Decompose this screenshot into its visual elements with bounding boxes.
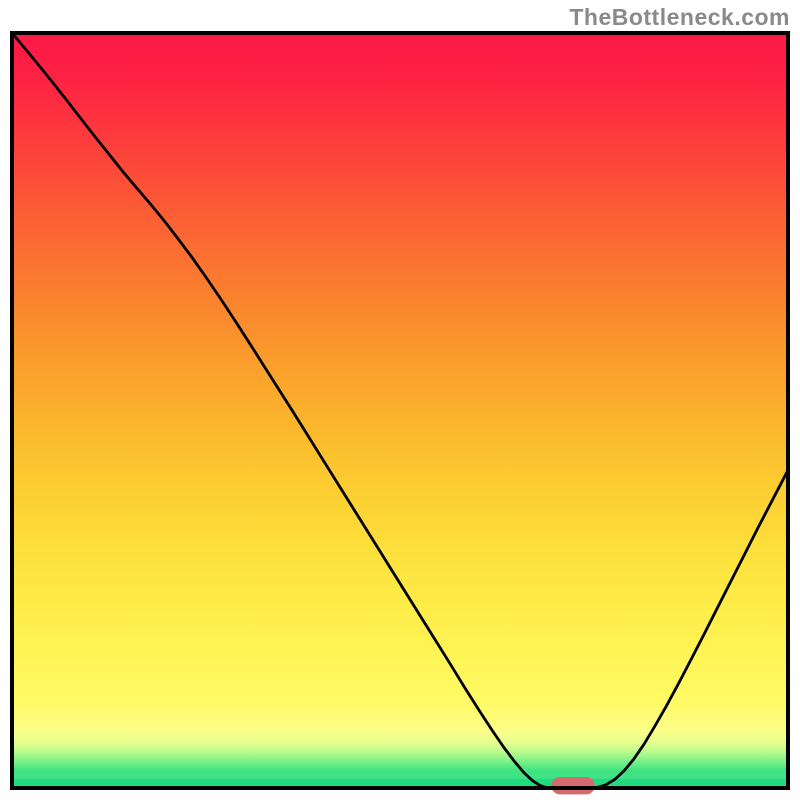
chart-svg [0,0,800,800]
optimal-marker [551,777,594,794]
chart-container: TheBottleneck.com [0,0,800,800]
gradient-background [12,33,788,778]
watermark-text: TheBottleneck.com [569,4,790,31]
